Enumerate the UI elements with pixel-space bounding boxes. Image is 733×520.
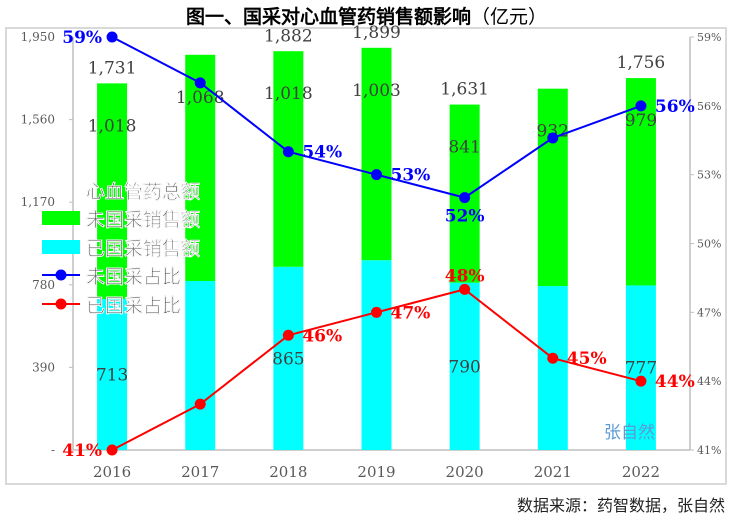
left-tick-label: 780 <box>32 278 55 292</box>
point-procured-share <box>194 398 206 410</box>
point-procured-share <box>282 329 294 341</box>
legend-label: 心血管药总额 <box>86 180 200 203</box>
share-label: 48% <box>445 266 485 286</box>
procured-label: 865 <box>272 349 304 369</box>
right-tick-label: 50% <box>697 238 721 251</box>
title-unit: （亿元） <box>471 6 548 28</box>
point-procured-share <box>635 375 647 387</box>
watermark: 张自然 <box>604 423 655 443</box>
bar-already-procured <box>449 282 480 450</box>
x-tick-label: 2016 <box>93 463 131 481</box>
share-label: 59% <box>62 28 102 48</box>
legend-swatch <box>42 211 80 225</box>
total-label: 1,731 <box>88 58 137 78</box>
share-label: 56% <box>655 97 695 117</box>
point-not-procured-share <box>459 192 471 204</box>
legend-label: 已国采销售额 <box>86 237 200 260</box>
point-not-procured-share <box>635 100 647 112</box>
not-procured-label: 1,003 <box>352 81 401 101</box>
legend-label: 未国采销售额 <box>85 208 200 231</box>
right-tick-label: 47% <box>697 306 721 319</box>
share-label: 52% <box>445 207 485 227</box>
bar-not-procured <box>185 54 216 281</box>
bar-not-procured <box>625 78 656 286</box>
procured-label: 790 <box>448 357 480 377</box>
right-tick-label: 56% <box>697 100 721 113</box>
x-tick-label: 2021 <box>534 463 572 481</box>
not-procured-label: 1,018 <box>264 84 313 104</box>
x-tick-label: 2022 <box>622 463 660 481</box>
left-tick-label: - <box>51 443 55 457</box>
point-not-procured-share <box>547 132 559 144</box>
left-tick-label: 390 <box>32 360 55 374</box>
not-procured-label: 1,068 <box>176 88 225 108</box>
total-label: 1,899 <box>352 23 401 43</box>
point-not-procured-share <box>106 31 118 43</box>
point-procured-share <box>547 352 559 364</box>
not-procured-label: 979 <box>625 111 657 131</box>
source-note: 数据来源：药智数据，张自然 <box>516 496 725 515</box>
not-procured-label: 1,018 <box>88 116 137 136</box>
chart-title: 图一、国采对心血管药销售额影响（亿元） <box>0 2 733 29</box>
point-not-procured-share <box>371 169 382 181</box>
share-label: 47% <box>391 303 431 323</box>
legend-marker <box>55 269 67 281</box>
x-tick-label: 2019 <box>357 463 395 481</box>
left-tick-label: 1,170 <box>21 195 55 209</box>
share-label: 54% <box>302 143 342 163</box>
legend-marker <box>55 298 67 310</box>
bar-already-procured <box>361 260 392 450</box>
right-tick-label: 44% <box>697 375 721 388</box>
left-tick-label: 1,950 <box>21 30 55 44</box>
point-procured-share <box>459 283 471 295</box>
point-procured-share <box>371 306 382 318</box>
total-label: 1,756 <box>617 53 666 73</box>
bar-already-procured <box>97 298 128 450</box>
bar-not-procured <box>361 47 392 261</box>
share-label: 41% <box>62 441 102 461</box>
share-label: 46% <box>302 326 342 346</box>
bar-already-procured <box>537 286 568 450</box>
bar-already-procured <box>185 280 216 450</box>
point-not-procured-share <box>194 77 206 89</box>
procured-label: 713 <box>96 365 128 385</box>
total-label: 1,631 <box>440 80 489 100</box>
bar-already-procured <box>625 285 656 450</box>
bar-not-procured <box>97 83 128 299</box>
x-tick-label: 2018 <box>269 463 307 481</box>
not-procured-label: 841 <box>448 138 480 158</box>
x-tick-label: 2017 <box>181 463 219 481</box>
share-label: 45% <box>567 349 607 369</box>
total-label: 1,882 <box>264 26 313 46</box>
title-text: 图一、国采对心血管药销售额影响 <box>185 6 471 28</box>
legend-swatch <box>42 240 80 254</box>
chart-frame <box>5 27 727 485</box>
bar-not-procured <box>537 88 568 287</box>
right-tick-label: 41% <box>697 444 721 457</box>
right-tick-label: 53% <box>697 169 721 182</box>
bar-already-procured <box>273 266 304 450</box>
x-tick-label: 2020 <box>446 463 484 481</box>
legend-label: 未国采占比 <box>85 265 181 288</box>
point-not-procured-share <box>282 146 294 158</box>
bar-not-procured <box>273 51 304 267</box>
legend-label: 已国采占比 <box>86 294 181 317</box>
not-procured-label: 932 <box>537 122 569 142</box>
left-tick-label: 1,560 <box>21 113 55 127</box>
procured-label: 777 <box>625 359 657 379</box>
share-label: 44% <box>655 372 695 392</box>
share-label: 53% <box>391 166 431 186</box>
right-tick-label: 59% <box>697 31 721 44</box>
point-procured-share <box>106 444 118 456</box>
